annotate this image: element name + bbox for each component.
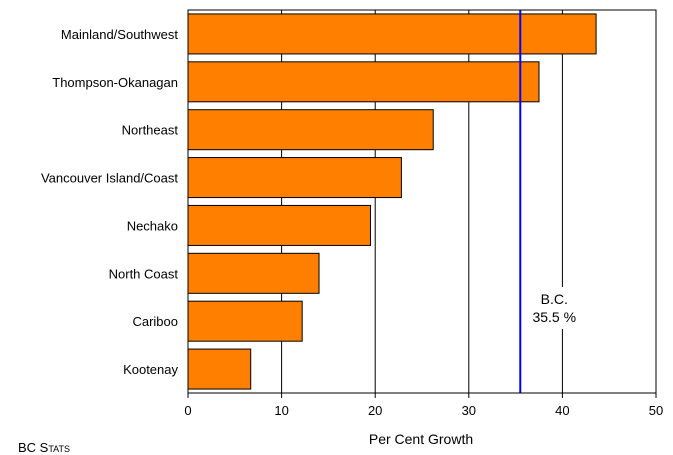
x-tick-label: 50 <box>649 403 663 418</box>
category-label: Northeast <box>122 123 179 138</box>
category-label: North Coast <box>109 266 179 281</box>
reference-label-value: 35.5 % <box>532 309 576 325</box>
category-label: Cariboo <box>132 314 178 329</box>
bar <box>187 109 434 151</box>
bar <box>187 300 303 342</box>
source-label: BC Stats <box>18 440 71 455</box>
plot-frame <box>187 9 657 394</box>
bar <box>187 348 252 390</box>
reference-label-background <box>526 287 583 329</box>
reference-label-name: B.C. <box>541 291 568 307</box>
x-tick-label: 20 <box>368 403 382 418</box>
category-label: Vancouver Island/Coast <box>41 171 178 186</box>
bar <box>187 252 320 294</box>
x-axis-ticks: 0 10 20 30 40 50 <box>184 393 663 418</box>
bar <box>187 13 597 55</box>
category-label: Mainland/Southwest <box>61 27 178 42</box>
x-tick-label: 0 <box>184 403 191 418</box>
bar <box>187 61 540 103</box>
x-axis-title: Per Cent Growth <box>369 431 473 447</box>
bar <box>187 157 402 199</box>
bar <box>187 204 372 246</box>
category-labels: Mainland/Southwest Thompson-Okanagan North… <box>41 27 179 377</box>
x-tick-label: 30 <box>462 403 476 418</box>
category-label: Kootenay <box>123 362 178 377</box>
x-tick-label: 10 <box>274 403 288 418</box>
x-tick-label: 40 <box>555 403 569 418</box>
bars <box>187 13 597 390</box>
category-label: Thompson-Okanagan <box>52 75 178 90</box>
category-label: Nechako <box>127 218 178 233</box>
